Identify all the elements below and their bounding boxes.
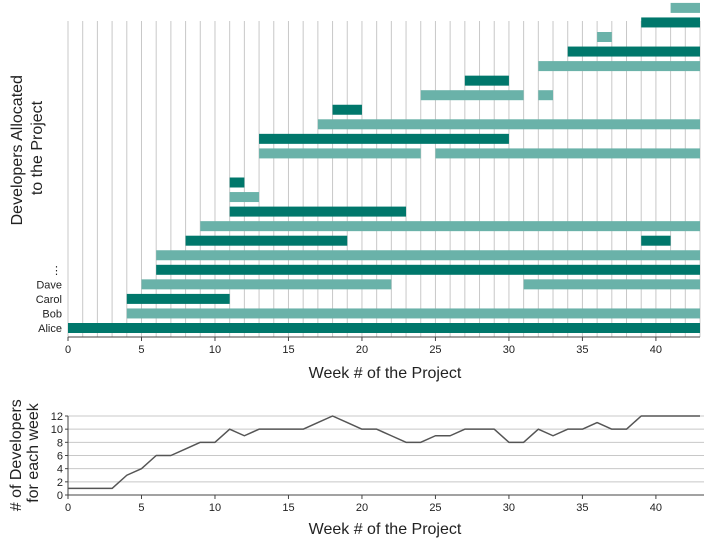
gantt-x-tick-label: 15 xyxy=(282,344,294,356)
gantt-bar xyxy=(200,221,701,232)
line-chart-y-tick-label: 4 xyxy=(57,464,63,476)
gantt-x-axis: 0 5 10 15 20 25 30 35 40 xyxy=(65,336,700,356)
gantt-y-axis-label-line-1: Developers Allocated xyxy=(9,75,26,225)
developer-label: Carol xyxy=(36,294,62,306)
line-chart-x-tick-label: 40 xyxy=(650,502,662,514)
developer-label: Bob xyxy=(42,308,62,320)
gantt-x-tick-label: 20 xyxy=(356,344,368,356)
gantt-bar xyxy=(464,75,509,86)
gantt-bar xyxy=(156,264,701,275)
line-chart-x-axis-label: Week # of the Project xyxy=(309,521,462,538)
gantt-bar xyxy=(126,308,700,319)
line-chart-x-tick-label: 0 xyxy=(65,502,71,514)
gantt-x-tick-label: 10 xyxy=(209,344,221,356)
gantt-chart: 0 5 10 15 20 25 30 35 40 Alice Bob Carol Dave ⋮ Week… xyxy=(9,2,701,382)
gantt-bar xyxy=(259,148,421,159)
line-chart-y-tick-label: 10 xyxy=(51,424,63,436)
gantt-bar xyxy=(670,2,700,13)
line-chart-y-tick-label: 2 xyxy=(57,477,63,489)
gantt-bar xyxy=(641,235,671,246)
gantt-bar xyxy=(229,177,245,188)
line-chart-y-tick-label: 6 xyxy=(57,451,63,463)
developer-label: Dave xyxy=(36,279,62,291)
gantt-bar xyxy=(538,90,554,101)
gantt-bar xyxy=(229,192,260,203)
line-chart-x-tick-label: 5 xyxy=(138,502,144,514)
developers-per-week-line xyxy=(68,415,700,490)
line-chart-y-tick-label: 8 xyxy=(57,437,63,449)
gantt-bar xyxy=(156,250,701,261)
gantt-x-tick-label: 0 xyxy=(65,344,71,356)
line-chart-series xyxy=(68,415,700,490)
gantt-x-tick-label: 35 xyxy=(576,344,588,356)
gantt-bar xyxy=(597,32,612,42)
gantt-x-tick-label: 30 xyxy=(503,344,515,356)
gantt-bars xyxy=(68,2,701,333)
gantt-bar xyxy=(185,235,348,246)
gantt-bar xyxy=(538,61,700,72)
gantt-bar xyxy=(523,279,700,290)
line-chart-y-tick-label: 0 xyxy=(57,490,63,502)
gantt-x-tick-label: 25 xyxy=(429,344,441,356)
gantt-bar xyxy=(68,323,700,333)
line-chart-x-tick-label: 25 xyxy=(429,502,441,514)
line-chart-x-tick-label: 20 xyxy=(356,502,368,514)
gantt-bar xyxy=(126,293,230,304)
gantt-y-axis-label-line-2: to the Project xyxy=(29,100,46,195)
gantt-bar xyxy=(317,119,700,130)
developer-label: Alice xyxy=(38,323,62,335)
gantt-bar xyxy=(641,17,700,28)
line-chart-x-tick-label: 35 xyxy=(576,502,588,514)
developer-labels: Alice Bob Carol Dave ⋮ xyxy=(36,265,62,335)
gantt-bar xyxy=(420,90,524,101)
line-chart-y-axis-label-line-2: for each week xyxy=(25,402,42,503)
gantt-x-tick-label: 40 xyxy=(650,344,662,356)
gantt-bar xyxy=(141,279,392,290)
line-chart-grid xyxy=(68,415,704,496)
line-chart-y-axis-label-line-1: # of Developers xyxy=(8,399,25,511)
gantt-x-axis-label: Week # of the Project xyxy=(309,365,462,382)
line-chart-y-axis-label: # of Developers for each week xyxy=(8,395,42,512)
gantt-bar xyxy=(435,148,700,159)
developer-label: ⋮ xyxy=(51,265,62,277)
line-chart-x-tick-label: 15 xyxy=(282,502,294,514)
gantt-bar xyxy=(259,133,509,144)
gantt-bar xyxy=(229,206,407,217)
gantt-bar xyxy=(332,104,362,115)
line-chart-x-tick-label: 30 xyxy=(503,502,515,514)
line-chart-x-tick-label: 10 xyxy=(209,502,221,514)
line-chart-y-tick-label: 12 xyxy=(51,411,63,423)
gantt-y-axis-label: Developers Allocated to the Project xyxy=(9,71,46,226)
gantt-x-tick-label: 5 xyxy=(138,344,144,356)
gantt-bar xyxy=(567,46,700,57)
